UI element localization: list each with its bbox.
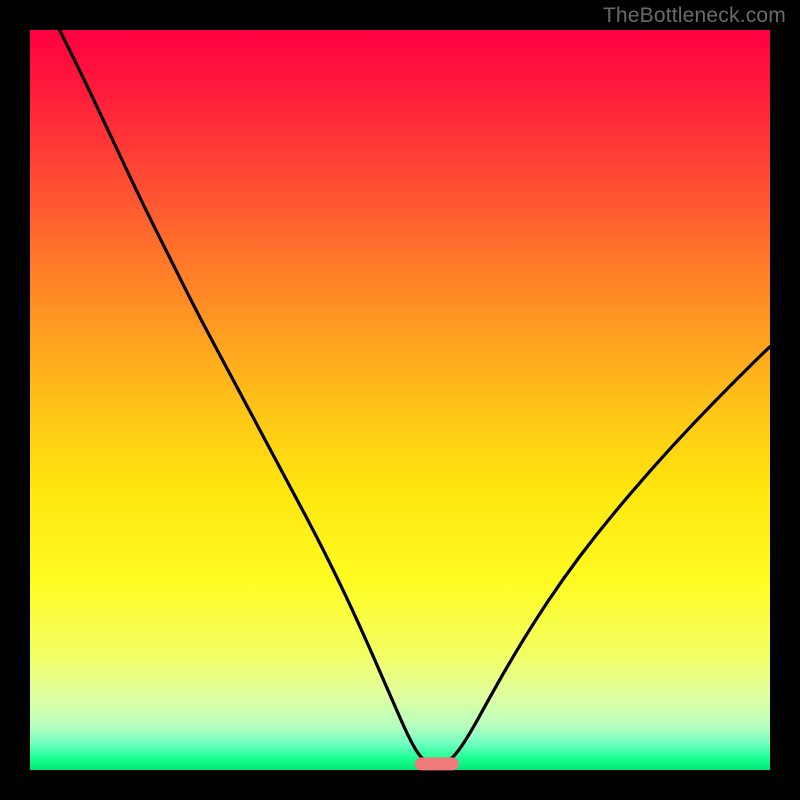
chart-container: TheBottleneck.com (0, 0, 800, 800)
minimum-marker (415, 757, 459, 770)
plot-area (30, 30, 770, 770)
watermark-text: TheBottleneck.com (603, 4, 786, 28)
bottleneck-curve (30, 30, 770, 770)
curve-path (60, 30, 770, 765)
